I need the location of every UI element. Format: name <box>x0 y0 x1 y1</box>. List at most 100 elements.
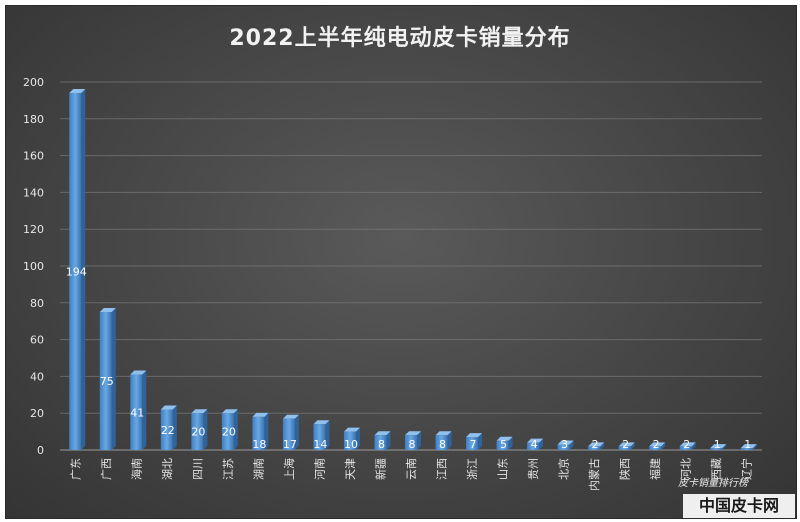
y-tick-label: 20 <box>30 407 44 420</box>
y-tick-label: 180 <box>23 113 44 126</box>
bar-top <box>221 409 238 414</box>
x-tick-label: 新疆 <box>373 458 387 480</box>
data-label: 8 <box>439 438 446 451</box>
data-label: 4 <box>531 438 538 451</box>
bar <box>435 435 448 450</box>
x-tick-label: 福建 <box>648 458 662 480</box>
bar-top <box>588 442 605 447</box>
bar-top <box>282 414 299 419</box>
bar-side <box>752 444 757 450</box>
bar-side <box>142 370 147 450</box>
y-tick-label: 100 <box>23 260 44 273</box>
data-label: 2 <box>683 438 690 451</box>
bar-top <box>252 412 269 417</box>
bar-top <box>374 431 391 436</box>
bar <box>710 448 723 450</box>
data-label: 1 <box>714 438 721 451</box>
y-tick-label: 60 <box>30 334 44 347</box>
watermark-caption: 皮卡销量排行榜 <box>678 478 748 489</box>
bar-top <box>130 370 147 375</box>
y-tick-label: 40 <box>30 370 44 383</box>
bar-side <box>600 442 605 450</box>
data-label: 5 <box>500 438 507 451</box>
bar-top <box>191 409 208 414</box>
data-label: 3 <box>561 438 568 451</box>
bar <box>343 431 356 450</box>
bar-side <box>417 431 421 450</box>
data-label: 194 <box>66 266 87 279</box>
data-label: 20 <box>222 426 236 439</box>
bar-side <box>81 89 86 450</box>
x-tick-label: 贵州 <box>527 458 540 480</box>
bar <box>496 440 509 450</box>
bar <box>69 93 82 450</box>
data-label: 22 <box>161 424 175 437</box>
bar-top <box>649 442 666 447</box>
bar-top <box>527 438 544 443</box>
x-tick-label: 陕西 <box>618 458 632 480</box>
x-tick-label: 云南 <box>405 458 418 480</box>
data-label: 17 <box>283 438 297 451</box>
x-tick-label: 上海 <box>282 458 296 480</box>
x-tick-label: 河北 <box>680 458 693 480</box>
y-tick-label: 200 <box>23 76 44 89</box>
data-label: 1 <box>744 438 751 451</box>
chart-title: 2022上半年纯电动皮卡销量分布 <box>229 26 571 51</box>
bar-side <box>478 433 483 450</box>
data-label: 14 <box>313 438 327 451</box>
bar-side <box>325 420 330 450</box>
x-tick-label: 广东 <box>69 458 82 480</box>
bar <box>466 437 479 450</box>
bar-side <box>233 409 238 450</box>
watermark-brand: 中国皮卡网 <box>683 494 795 518</box>
bar-side <box>111 308 116 450</box>
y-tick-label: 80 <box>30 297 44 310</box>
bar-top <box>557 440 574 445</box>
bar-top <box>740 444 757 449</box>
bar-top <box>69 89 86 94</box>
bar-side <box>722 444 727 450</box>
bar-top <box>160 405 177 410</box>
bar <box>405 435 417 450</box>
bar <box>99 312 112 450</box>
bar <box>313 424 326 450</box>
x-tick-label: 湖北 <box>161 458 174 480</box>
data-label: 41 <box>130 406 144 419</box>
bar <box>618 446 631 450</box>
bar <box>282 418 295 450</box>
x-tick-label: 西藏 <box>710 458 723 480</box>
bar-side <box>203 409 208 450</box>
bar-top <box>405 431 421 436</box>
bar-top <box>343 427 360 432</box>
x-tick-label: 江苏 <box>222 458 235 480</box>
bar-side <box>172 405 177 450</box>
data-label: 10 <box>344 438 358 451</box>
bar-side <box>508 436 513 450</box>
bar-top <box>710 444 727 449</box>
data-label: 7 <box>470 438 477 451</box>
bar <box>160 409 173 450</box>
x-tick-label: 山东 <box>497 458 510 480</box>
data-label: 2 <box>592 438 599 451</box>
x-tick-label: 浙江 <box>466 458 479 480</box>
x-tick-label: 广西 <box>100 458 113 480</box>
x-tick-label: 江西 <box>436 458 449 480</box>
bar <box>527 442 540 450</box>
data-label: 18 <box>252 438 266 451</box>
x-tick-label: 内蒙古 <box>587 458 601 491</box>
bar-side <box>569 440 574 450</box>
x-tick-label: 海南 <box>129 458 143 480</box>
y-tick-label: 140 <box>23 186 44 199</box>
bar-side <box>386 431 391 450</box>
y-tick-label: 0 <box>37 444 44 457</box>
data-label: 2 <box>653 438 660 451</box>
bar-side <box>264 412 269 450</box>
x-tick-label: 四川 <box>191 458 204 480</box>
bar-top <box>496 436 513 441</box>
bar <box>374 435 387 450</box>
bar-top <box>313 420 330 425</box>
bar <box>252 416 265 450</box>
bar <box>221 413 234 450</box>
bar-side <box>630 442 635 450</box>
